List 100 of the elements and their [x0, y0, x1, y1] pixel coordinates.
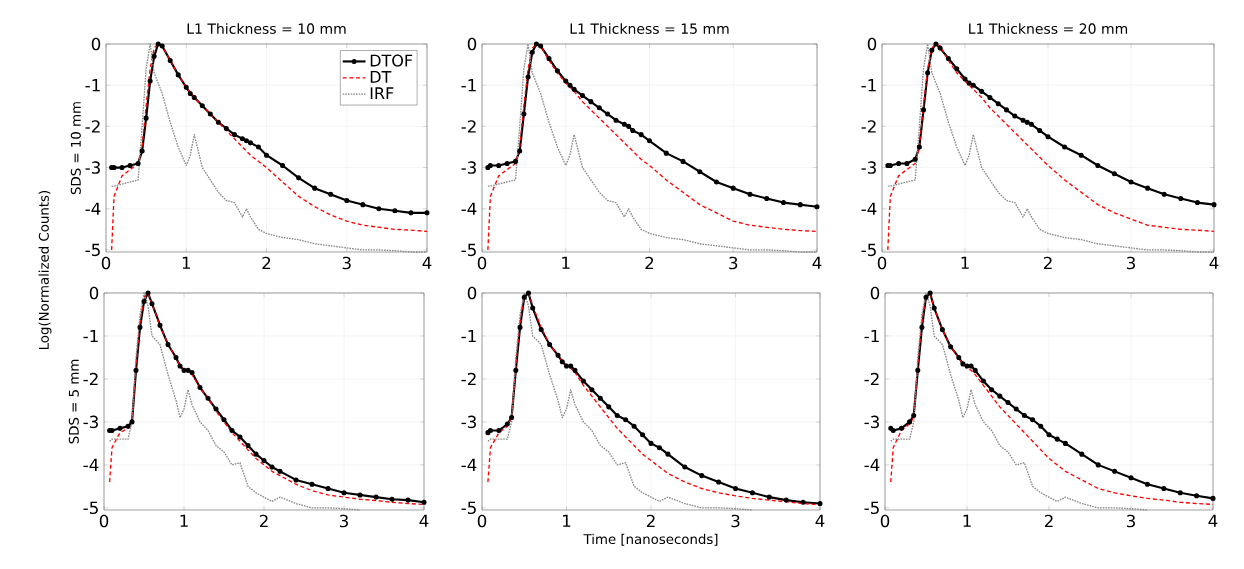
- y-tick-label: -3: [83, 415, 98, 429]
- point: [207, 111, 213, 117]
- point: [915, 367, 921, 373]
- point: [638, 132, 644, 138]
- point: [1161, 485, 1167, 492]
- point: [597, 395, 603, 401]
- point: [509, 415, 515, 421]
- x-tick-label: 4: [419, 514, 429, 527]
- y-tick-label: -3: [461, 415, 476, 429]
- point: [780, 200, 787, 206]
- point: [1028, 121, 1034, 127]
- y-tick-label: 0: [867, 37, 877, 51]
- point: [1194, 493, 1200, 499]
- point: [215, 119, 221, 125]
- point: [1194, 200, 1200, 206]
- point: [997, 393, 1003, 399]
- y-tick-label: -4: [461, 458, 477, 471]
- point: [177, 363, 183, 369]
- point: [732, 485, 739, 492]
- x-tick-label: 2: [646, 514, 655, 528]
- point: [888, 425, 894, 431]
- point: [1013, 406, 1019, 412]
- point: [530, 305, 536, 311]
- y-tick-label: -4: [864, 458, 880, 471]
- point: [925, 70, 931, 76]
- point: [995, 101, 1001, 107]
- x-tick-label: 2: [1044, 514, 1053, 528]
- point: [424, 210, 430, 216]
- point: [937, 45, 943, 51]
- point: [680, 158, 686, 164]
- point: [1062, 144, 1068, 150]
- chart-title: L1 Thickness = 15 mm: [570, 23, 729, 34]
- point: [504, 421, 510, 427]
- point: [817, 501, 823, 507]
- x-tick-label: 3: [729, 256, 738, 270]
- y-tick-label: -5: [861, 243, 876, 257]
- point: [159, 43, 165, 49]
- x-tick-label: 3: [731, 514, 740, 528]
- point: [373, 494, 379, 500]
- x-tick-label: 2: [259, 514, 268, 528]
- point: [125, 423, 131, 429]
- point: [1079, 451, 1085, 457]
- point: [357, 492, 363, 498]
- x-tick-label: 2: [645, 256, 654, 270]
- point: [191, 95, 197, 101]
- point: [143, 115, 149, 121]
- point: [309, 481, 315, 487]
- point: [1012, 113, 1018, 119]
- y-tick-label: 0: [467, 37, 477, 51]
- point: [145, 290, 151, 296]
- point: [245, 443, 251, 449]
- point: [631, 423, 637, 429]
- point: [730, 185, 736, 191]
- point: [890, 427, 896, 434]
- y-tick-label: 0: [89, 286, 99, 300]
- point: [623, 417, 629, 423]
- x-tick-label: 3: [342, 256, 351, 270]
- point: [646, 138, 653, 144]
- y-tick-label: 0: [870, 286, 880, 300]
- point: [263, 152, 270, 158]
- y-tick-label: -1: [461, 329, 476, 343]
- point: [405, 497, 411, 503]
- y-tick-label: -1: [461, 79, 476, 92]
- point: [989, 387, 995, 393]
- point: [529, 49, 535, 55]
- point: [640, 432, 646, 438]
- point: [525, 74, 531, 80]
- point: [904, 160, 910, 166]
- point: [580, 378, 586, 384]
- point: [1003, 107, 1010, 113]
- point: [127, 162, 133, 169]
- point: [538, 326, 544, 333]
- point: [648, 440, 654, 446]
- point: [1177, 490, 1183, 496]
- y-tick-label: -1: [864, 329, 879, 343]
- point: [1038, 423, 1044, 429]
- point: [964, 363, 970, 369]
- point: [296, 175, 302, 181]
- point: [117, 425, 123, 431]
- point: [487, 427, 493, 434]
- point: [954, 66, 960, 72]
- point: [814, 204, 820, 210]
- point: [141, 299, 147, 305]
- point: [749, 490, 755, 496]
- point: [173, 354, 179, 360]
- point: [147, 78, 153, 84]
- point: [614, 412, 620, 418]
- point: [571, 86, 577, 92]
- y-tick-label: -4: [83, 458, 99, 471]
- point: [181, 367, 187, 373]
- x-tick-label: 3: [1126, 256, 1135, 270]
- point: [421, 499, 427, 505]
- point: [663, 150, 669, 156]
- point: [945, 55, 951, 61]
- y-tick-label: -3: [461, 161, 476, 174]
- y-tick-label: -2: [864, 372, 879, 386]
- point: [261, 458, 267, 464]
- point: [538, 43, 544, 49]
- point: [280, 162, 286, 169]
- y-tick-label: 0: [91, 37, 101, 51]
